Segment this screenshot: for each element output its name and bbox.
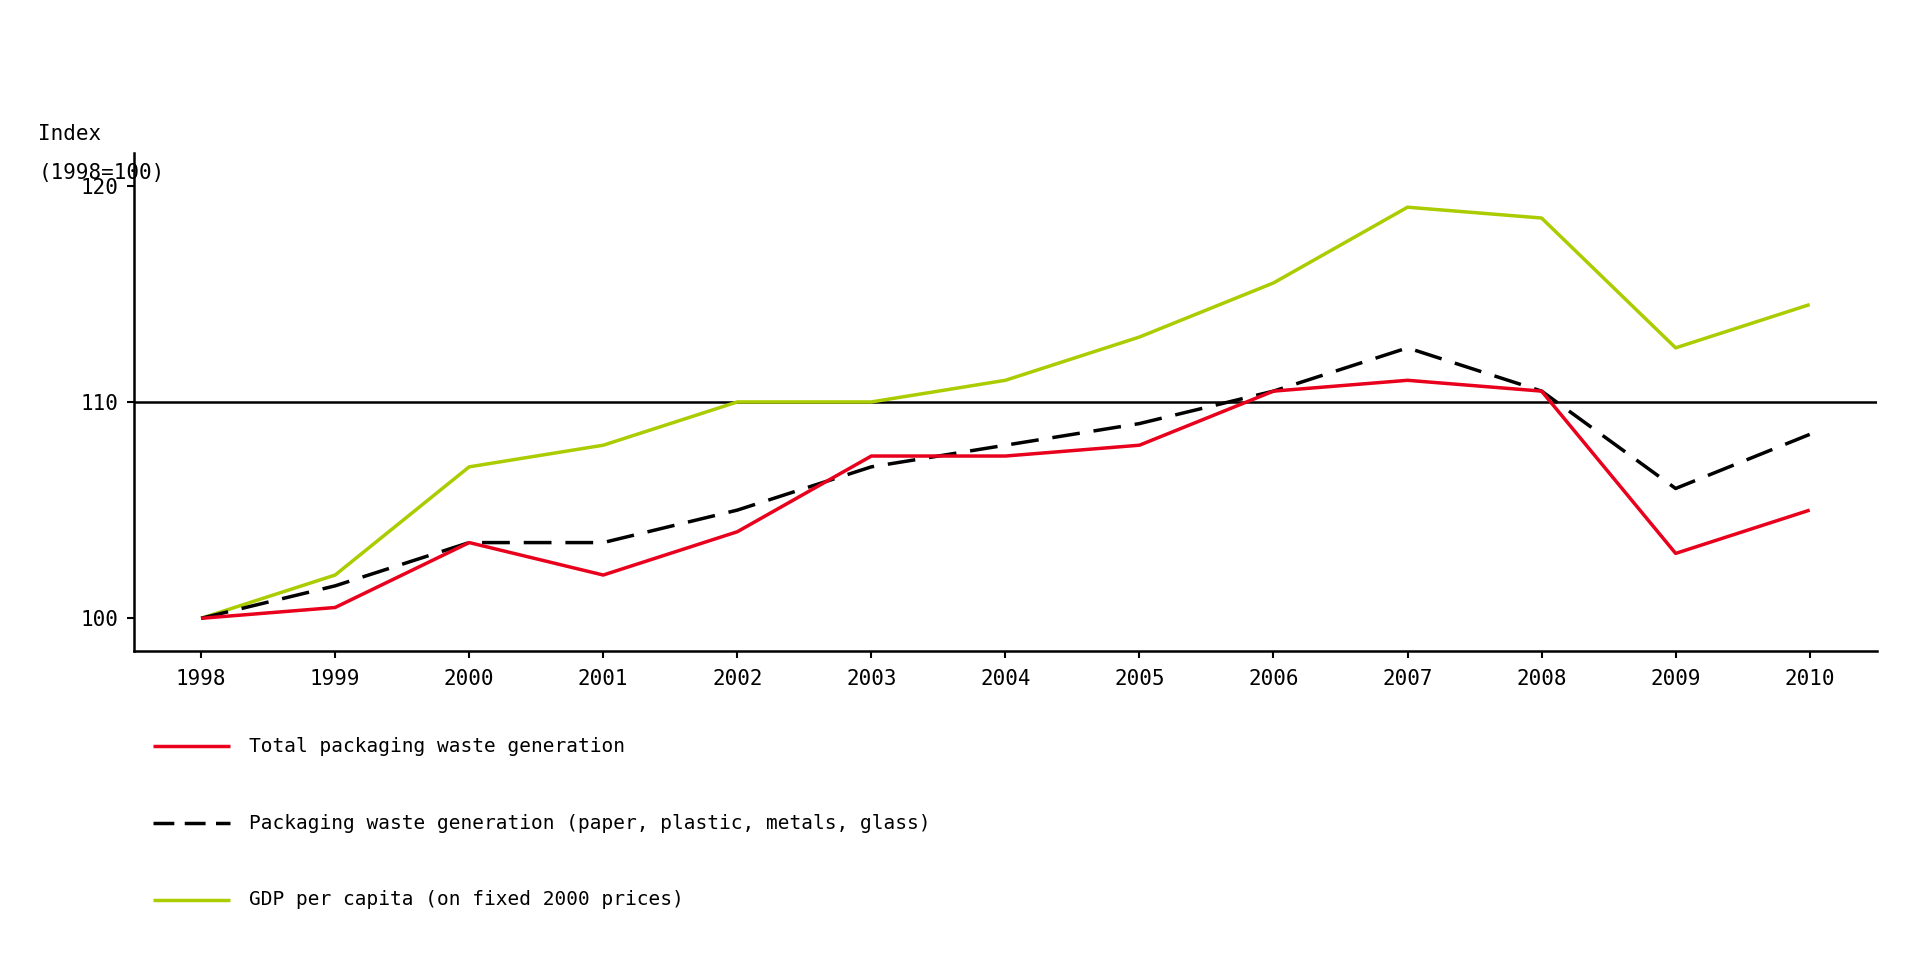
Text: Packaging waste generation (paper, plastic, metals, glass): Packaging waste generation (paper, plast… <box>249 813 930 833</box>
Text: Index: Index <box>38 124 101 145</box>
Text: (1998=100): (1998=100) <box>38 163 165 183</box>
Text: GDP per capita (on fixed 2000 prices): GDP per capita (on fixed 2000 prices) <box>249 890 683 909</box>
Text: Total packaging waste generation: Total packaging waste generation <box>249 737 624 756</box>
